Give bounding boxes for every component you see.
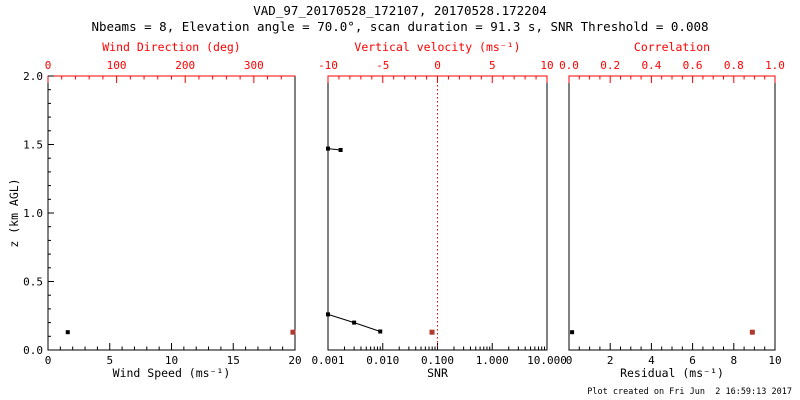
- residual-point: [570, 330, 575, 335]
- vertical-velocity-axis-title: Vertical velocity (ms⁻¹): [354, 40, 521, 54]
- snr-profile-point: [338, 147, 343, 152]
- wind-speed-point: [65, 330, 70, 335]
- snr-top-tick-label: -10: [318, 59, 338, 72]
- residual-bottom-tick-label: 0: [566, 354, 573, 367]
- z-tick-label: 1.0: [23, 207, 43, 220]
- wind-top-tick-label: 0: [45, 59, 52, 72]
- snr-profile-point: [326, 146, 330, 151]
- z-tick-label: 0.0: [23, 344, 43, 357]
- wind-top-axis: 0 100 200 300: [45, 59, 282, 83]
- plot-title: VAD_97_20170528_172107, 20170528.172204: [253, 3, 547, 18]
- z-tick-label: 1.5: [23, 139, 43, 152]
- wind-bottom-tick-label: 15: [227, 354, 240, 367]
- wind-bottom-tick-label: 20: [288, 354, 301, 367]
- snr-top-axis: -10 -5 0 5 10: [318, 59, 554, 83]
- snr-bottom-tick-label: 0.100: [421, 354, 454, 367]
- snr-bottom-tick-label: 1.000: [476, 354, 509, 367]
- residual-bottom-axis: 0 2 4 6 8 10: [566, 343, 782, 367]
- residual-frame: [568, 76, 776, 351]
- snr-bottom-tick-label: 0.001: [311, 354, 344, 367]
- residual-top-axis: 0.0 0.2 0.4 0.6 0.8 1.0: [559, 59, 785, 83]
- plot-subtitle: Nbeams = 8, Elevation angle = 70.0°, sca…: [91, 19, 709, 34]
- wind-speed-axis-title: Wind Speed (ms⁻¹): [112, 366, 231, 380]
- z-tick-label: 0.5: [23, 276, 43, 289]
- correlation-axis-title: Correlation: [633, 40, 711, 54]
- residual-top-tick-label: 0.4: [641, 59, 661, 72]
- snr-bottom-tick-label: 10.000: [527, 354, 567, 367]
- wind-direction-axis-title: Wind Direction (deg): [102, 40, 241, 54]
- residual-bottom-tick-label: 4: [648, 354, 655, 367]
- plot-created-timestamp: Plot created on Fri Jun 2 16:59:13 2017: [587, 387, 792, 397]
- wind-speed-series: [65, 330, 70, 335]
- z-tick-label: 2.0: [23, 70, 43, 83]
- residual-panel: 0 2 4 6 8 10 0.0 0.2 0.4 0.6 0.8 1.0: [559, 59, 785, 367]
- wind-direction-series: [290, 329, 296, 335]
- residual-series: [570, 330, 575, 335]
- residual-bottom-tick-label: 6: [689, 354, 696, 367]
- wind-bottom-axis: 0 5 10 15 20: [45, 343, 302, 367]
- snr-bottom-tick-label: 0.010: [366, 354, 399, 367]
- snr-top-tick-label: -5: [376, 59, 389, 72]
- residual-top-tick-label: 1.0: [765, 59, 785, 72]
- snr-axis-title: SNR: [427, 366, 448, 380]
- snr-top-tick-label: 5: [489, 59, 496, 72]
- snr-profile-point: [378, 329, 383, 334]
- residual-bottom-tick-label: 10: [768, 354, 781, 367]
- snr-profile-line: [327, 148, 341, 151]
- vertical-velocity-point: [429, 329, 435, 335]
- residual-top-tick-label: 0.8: [724, 59, 744, 72]
- wind-frame: [47, 76, 296, 351]
- z-axis-title: z (km AGL): [7, 178, 21, 248]
- correlation-series: [749, 329, 755, 335]
- wind-direction-point: [290, 329, 296, 335]
- vertical-velocity-series: [429, 329, 435, 335]
- snr-profile-point: [352, 320, 357, 325]
- wind-bottom-tick-label: 0: [45, 354, 52, 367]
- wind-top-tick-label: 200: [175, 59, 195, 72]
- correlation-point: [749, 329, 755, 335]
- snr-panel: 0.001 0.010 0.100 1.000 10.000 -10 -5 0 5 10: [311, 59, 566, 367]
- wind-y-axis: 0.0 0.5 1.0 1.5 2.0: [23, 70, 54, 357]
- snr-top-tick-label: 10: [540, 59, 553, 72]
- residual-top-tick-label: 0.0: [559, 59, 579, 72]
- wind-bottom-tick-label: 10: [165, 354, 178, 367]
- residual-top-tick-label: 0.6: [683, 59, 703, 72]
- residual-bottom-tick-label: 2: [607, 354, 614, 367]
- residual-bottom-tick-label: 8: [730, 354, 737, 367]
- wind-bottom-tick-label: 5: [106, 354, 113, 367]
- snr-bottom-axis: 0.001 0.010 0.100 1.000 10.000: [311, 343, 567, 367]
- residual-top-tick-label: 0.2: [600, 59, 620, 72]
- wind-top-tick-label: 300: [244, 59, 264, 72]
- residual-axis-title: Residual (ms⁻¹): [620, 366, 724, 380]
- snr-profile-point: [326, 312, 330, 317]
- snr-top-tick-label: 0: [434, 59, 441, 72]
- wind-top-tick-label: 100: [107, 59, 127, 72]
- snr-profile-series: [326, 146, 383, 334]
